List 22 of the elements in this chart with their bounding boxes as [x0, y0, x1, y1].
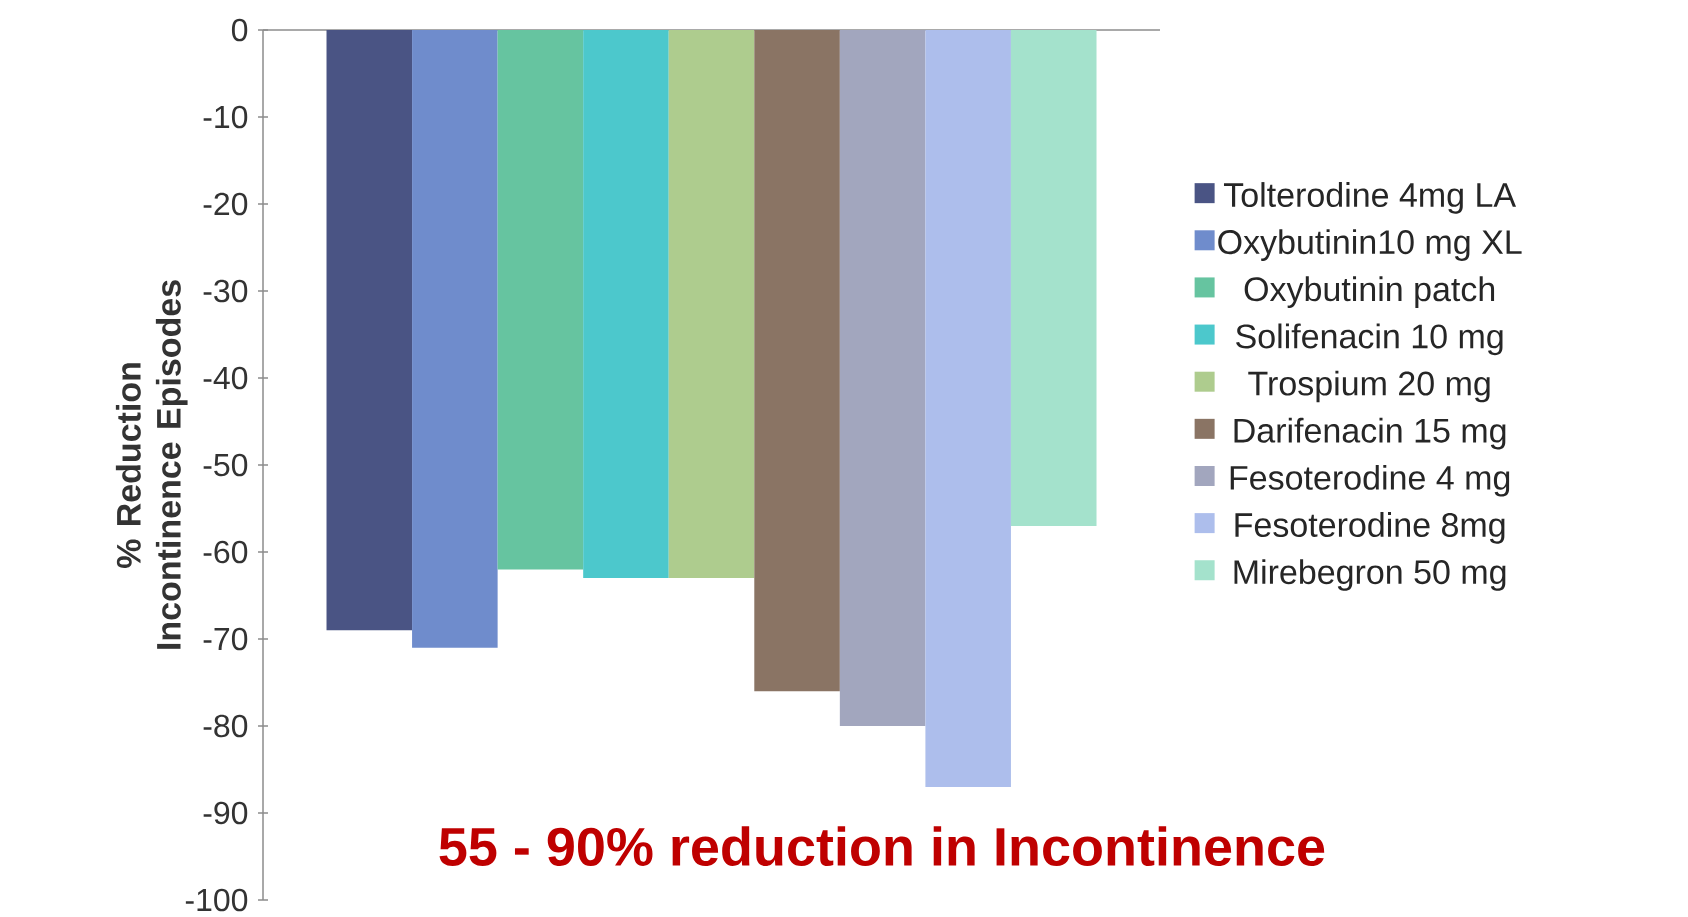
y-tick-label: -90 — [203, 801, 248, 825]
y-tick-label: -40 — [203, 366, 248, 390]
y-axis-title: % Reduction Incontinence Episodes — [115, 280, 188, 649]
legend-label: Trospium 20 mg — [1248, 370, 1490, 403]
y-tick-label: -80 — [203, 714, 248, 738]
legend-label: Solifenacin 10 mg — [1236, 323, 1503, 356]
annotation: 55 - 90% reduction in Incontinence — [439, 826, 1325, 866]
legend-label: Fesoterodine 4 mg — [1230, 464, 1510, 497]
legend-label: Darifenacin 15 mg — [1234, 417, 1506, 450]
legend-label: Tolterodine 4mg LA — [1223, 182, 1517, 214]
legend-label: Fesoterodine 8mg — [1235, 512, 1505, 544]
y-tick-label: -20 — [203, 192, 248, 216]
y-tick-label: -100 — [185, 888, 248, 912]
y-tick-label: -30 — [203, 279, 248, 303]
y-tick-label: -70 — [203, 627, 248, 651]
y-tick-label: -60 — [203, 540, 248, 564]
legend-label: Oxybutinin10 mg XL — [1218, 229, 1522, 261]
y-tick-label: -10 — [203, 105, 248, 129]
y-tick-label: 0 — [231, 18, 248, 42]
y-tick-label: -50 — [203, 453, 248, 477]
legend-label: Mirebegron 50 mg — [1234, 559, 1506, 591]
legend-label: Oxybutinin patch — [1244, 276, 1495, 309]
